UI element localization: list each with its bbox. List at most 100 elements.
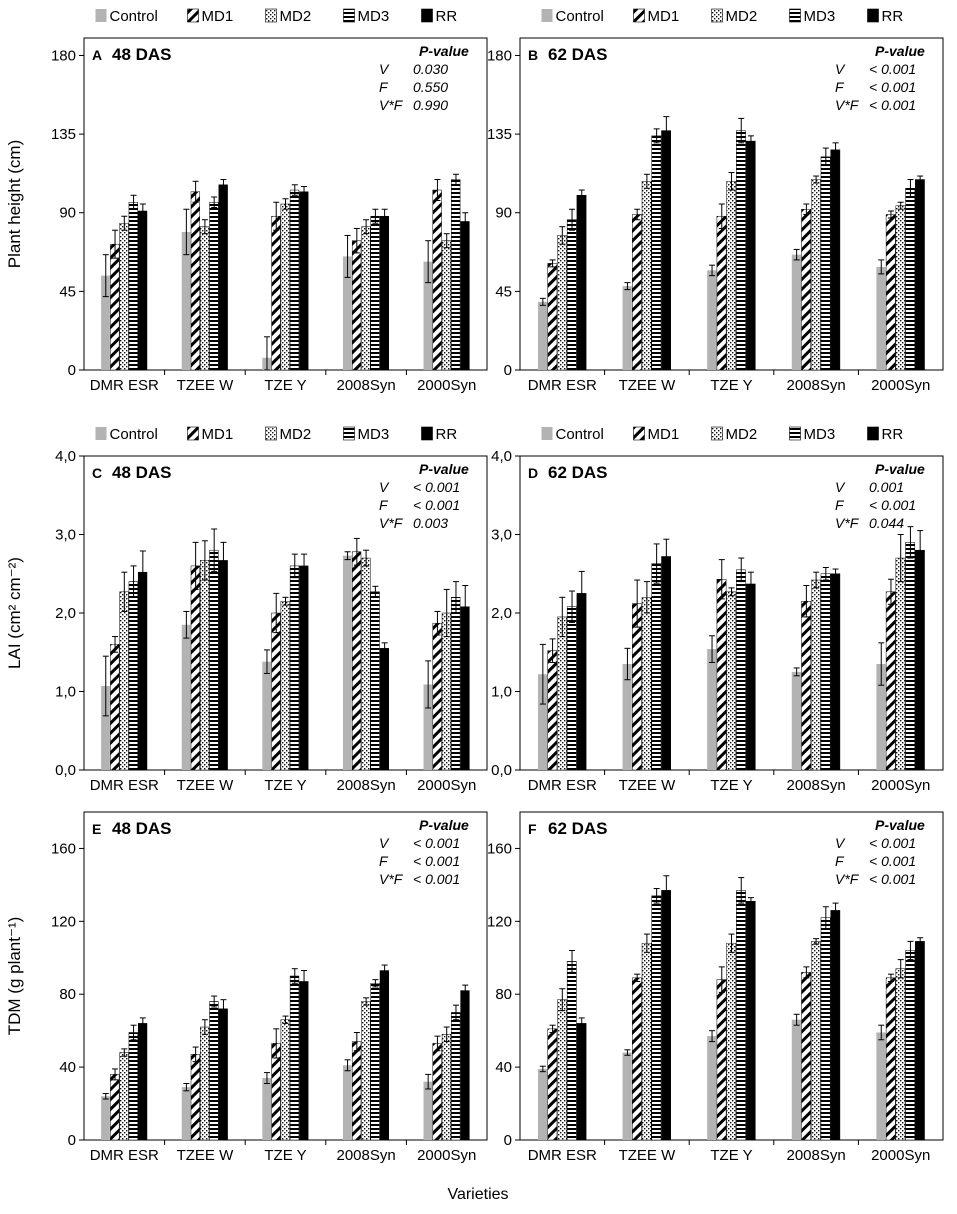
- bar-tzee-w-control: [181, 1087, 191, 1140]
- bar-tze-y-control: [262, 661, 272, 770]
- bar-2008syn-control: [342, 1065, 352, 1140]
- legend-label-md1: MD1: [202, 8, 234, 25]
- bar-2000syn-md2: [441, 240, 452, 371]
- panel-title: 48 DAS: [112, 463, 172, 482]
- panel-letter: F: [528, 821, 537, 837]
- bar-tze-y-control: [707, 270, 717, 370]
- x-tick-label-2008syn: 2008Syn: [786, 777, 845, 794]
- bar-tzee-w-rr: [661, 556, 671, 771]
- panel-b: Control MD1 MD2 MD3 RR 0 45 90 135 180 B 62 DAS P-va…: [487, 8, 944, 394]
- legend-label-control: Control: [556, 426, 604, 443]
- x-tick-label-tze-y: TZE Y: [264, 377, 306, 394]
- panel-letter: B: [528, 47, 538, 63]
- pvalue-value: < 0.001: [413, 497, 460, 513]
- bar-2000syn-md2: [895, 968, 906, 1141]
- legend-label-rr: RR: [436, 426, 458, 443]
- bar-tze-y-md3: [736, 569, 746, 771]
- x-tick-label-2008syn: 2008Syn: [786, 1147, 845, 1164]
- panel-letter: E: [92, 821, 101, 837]
- pvalue-heading: P-value: [875, 461, 925, 477]
- legend-swatch-md3: [789, 8, 801, 23]
- bar-2008syn-md2: [361, 557, 371, 771]
- bar-tzee-w-md2: [200, 560, 210, 771]
- legend-label-md2: MD2: [280, 426, 312, 443]
- bar-tze-y-md1: [271, 215, 281, 371]
- bar-tze-y-md3: [289, 975, 300, 1141]
- bar-tze-y-md3: [736, 890, 746, 1141]
- x-tick-label-tze-y: TZE Y: [264, 1147, 306, 1164]
- bar-2000syn-md3: [905, 542, 916, 771]
- legend-label-md3: MD3: [804, 426, 836, 443]
- y-axis-label: TDM (g plant⁻¹): [5, 917, 24, 1036]
- bar-2008syn-md3: [370, 983, 380, 1141]
- bar-2000syn-rr: [915, 941, 925, 1141]
- pvalue-value: < 0.001: [869, 497, 916, 513]
- pvalue-value: 0.003: [413, 515, 448, 531]
- y-tick-label: 0: [68, 362, 76, 379]
- x-tick-label-dmr-esr: DMR ESR: [528, 377, 597, 394]
- x-tick-label-tze-y: TZE Y: [710, 1147, 752, 1164]
- bar-dmr-esr-md3: [128, 202, 138, 371]
- bar-2000syn-control: [876, 1032, 886, 1140]
- bar-tzee-w-rr: [661, 890, 671, 1141]
- y-tick-label: 90: [59, 205, 76, 222]
- legend-swatch-md1: [633, 8, 645, 23]
- panel-f: 0 40 80 120 160 F 62 DAS P-value V < 0.001 F < 0.00…: [487, 811, 944, 1164]
- x-tick-label-tze-y: TZE Y: [710, 377, 752, 394]
- bar-2000syn-md3: [905, 188, 916, 371]
- bar-2008syn-rr: [830, 149, 841, 371]
- bar-tzee-w-md1: [632, 977, 642, 1141]
- legend-swatch-md3: [343, 8, 355, 23]
- bar-2000syn-md1: [885, 591, 896, 771]
- bar-dmr-esr-rr: [137, 210, 148, 371]
- bar-2008syn-rr: [379, 648, 390, 771]
- bar-tzee-w-rr: [218, 560, 228, 771]
- pvalue-factor: V: [835, 479, 846, 495]
- bar-tze-y-md1: [271, 612, 281, 771]
- y-tick-label: 0,0: [55, 762, 76, 779]
- bar-tzee-w-md2: [200, 1026, 210, 1141]
- bar-2008syn-md1: [351, 240, 362, 371]
- x-tick-label-tzee-w: TZEE W: [177, 1147, 235, 1164]
- x-tick-label-2000syn: 2000Syn: [417, 377, 476, 394]
- y-tick-label: 3,0: [491, 527, 512, 544]
- y-tick-label: 80: [59, 986, 76, 1003]
- bar-tze-y-rr: [299, 565, 309, 771]
- bar-2000syn-rr: [460, 990, 470, 1141]
- bar-dmr-esr-rr: [137, 571, 148, 771]
- pvalue-factor: F: [835, 79, 845, 95]
- pvalue-heading: P-value: [419, 461, 469, 477]
- panel-a: Control MD1 MD2 MD3 RR 0 45 90 135 180 Plant heigh…: [5, 8, 488, 394]
- panel-e: 0 40 80 120 160 TDM (g plant⁻¹) E 48 DAS P-value…: [5, 811, 488, 1164]
- x-tick-label-tzee-w: TZEE W: [619, 377, 677, 394]
- bar-dmr-esr-rr: [576, 593, 587, 771]
- y-tick-label: 180: [487, 47, 512, 64]
- y-tick-label: 45: [495, 283, 512, 300]
- bar-tze-y-rr: [745, 583, 756, 771]
- bar-2000syn-md1: [432, 1043, 442, 1141]
- bar-2000syn-md3: [905, 950, 916, 1141]
- legend-swatch-rr: [867, 426, 879, 441]
- legend-label-control: Control: [110, 8, 158, 25]
- y-tick-label: 1,0: [491, 684, 512, 701]
- bar-dmr-esr-md2: [119, 591, 129, 771]
- bar-tze-y-md2: [726, 181, 737, 371]
- bar-2000syn-md3: [451, 179, 461, 371]
- panel-letter: A: [92, 47, 102, 63]
- bar-2000syn-control: [423, 261, 433, 370]
- bar-tzee-w-md2: [641, 597, 652, 771]
- x-tick-label-dmr-esr: DMR ESR: [528, 777, 597, 794]
- pvalue-factor: V: [379, 61, 390, 77]
- legend-label-md1: MD1: [648, 426, 680, 443]
- bar-dmr-esr-md3: [566, 961, 577, 1141]
- bar-tzee-w-md2: [200, 226, 210, 371]
- bar-tze-y-md1: [716, 979, 727, 1141]
- bar-dmr-esr-md3: [566, 606, 577, 771]
- pvalue-value: < 0.001: [869, 835, 916, 851]
- bar-2000syn-md1: [432, 189, 442, 371]
- y-axis-label: Plant height (cm): [5, 140, 24, 269]
- bar-2000syn-md3: [451, 597, 461, 771]
- legend-label-md1: MD1: [648, 8, 680, 25]
- bar-tze-y-rr: [299, 191, 309, 371]
- pvalue-factor: F: [835, 497, 845, 513]
